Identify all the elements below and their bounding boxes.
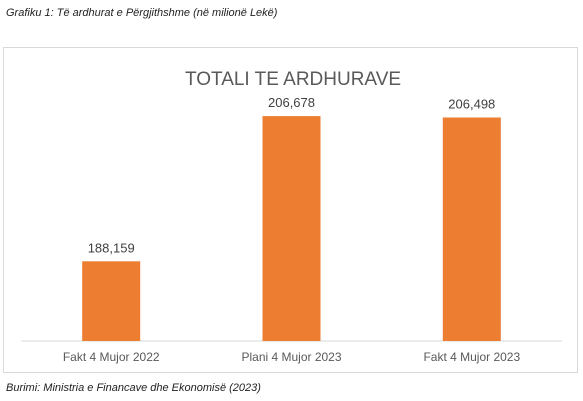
bar-1 [82,261,141,341]
figure-caption: Grafiku 1: Të ardhurat e Përgjithshme (n… [6,7,278,19]
data-label-2: 206,678 [268,95,315,110]
data-label-1: 188,159 [88,240,135,255]
x-tick-label-2: Plani 4 Mujor 2023 [241,350,341,364]
x-tick-label-3: Fakt 4 Mujor 2023 [423,350,520,364]
data-label-3: 206,498 [448,97,495,112]
x-tick-label-1: Fakt 4 Mujor 2022 [63,350,160,364]
chart-title: TOTALI TE ARDHURAVE [185,69,401,90]
source-caption: Burimi: Ministria e Financave dhe Ekonom… [6,382,261,394]
bar-3 [442,117,501,341]
bar-2 [262,116,321,341]
